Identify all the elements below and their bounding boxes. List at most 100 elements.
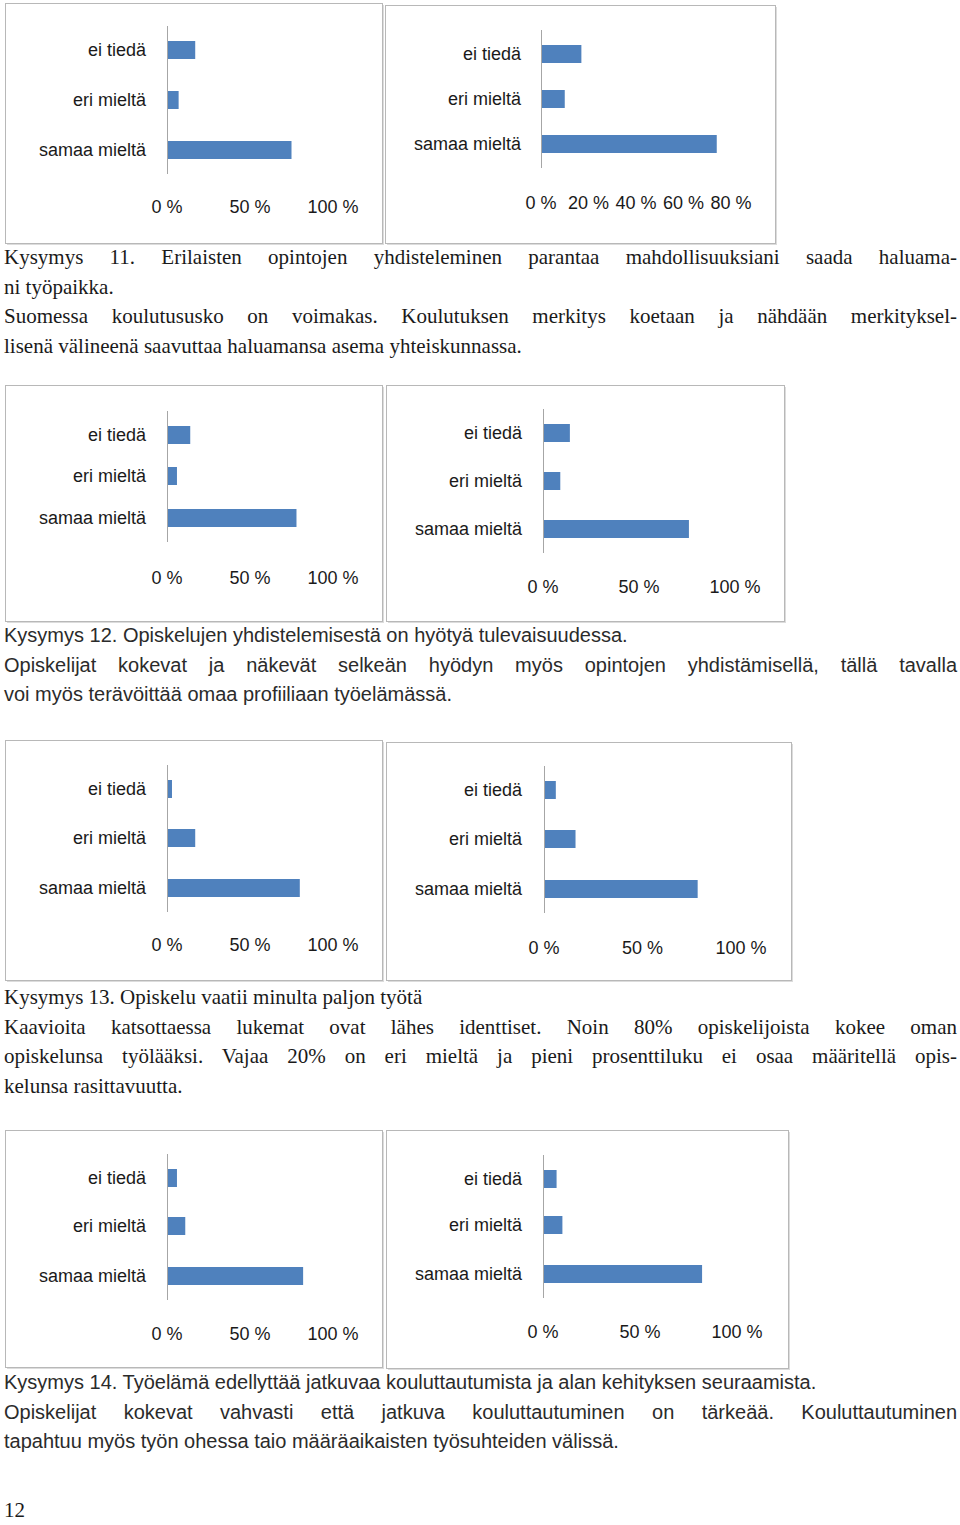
axis-line bbox=[543, 409, 544, 553]
tick-label: 100 % bbox=[307, 935, 358, 955]
tick-label: 50 % bbox=[622, 938, 663, 958]
chart: ei tiedä eri mieltä samaa mieltä 0 % 20 % 40 … bbox=[386, 6, 778, 246]
chart-frame bbox=[6, 741, 383, 981]
chart-frame bbox=[387, 1131, 789, 1369]
bars bbox=[543, 1170, 702, 1283]
tick-label: 20 % bbox=[568, 193, 609, 213]
bar bbox=[167, 509, 296, 527]
category-label: ei tiedä bbox=[88, 425, 147, 445]
tick-label: 40 % bbox=[615, 193, 656, 213]
text-line: Suomessa koulutususko on voimakas. Koulu… bbox=[4, 304, 957, 329]
bars bbox=[541, 45, 717, 153]
bar bbox=[544, 880, 698, 898]
bars bbox=[167, 426, 296, 527]
category-label: ei tiedä bbox=[88, 1168, 147, 1188]
text-line: lisenä välineenä saavuttaa haluamansa as… bbox=[4, 334, 957, 359]
category-label: ei tiedä bbox=[464, 423, 523, 443]
bar bbox=[543, 424, 570, 442]
tick-label: 0 % bbox=[527, 577, 558, 597]
chart: ei tiedäeri mieltäsamaa mieltä0 %50 %100… bbox=[6, 741, 385, 983]
text-line: voi myös terävöittää omaa profiiliaan ty… bbox=[4, 683, 957, 706]
text-line: kelunsa rasittavuutta. bbox=[4, 1074, 957, 1099]
tick-label: 100 % bbox=[307, 197, 358, 217]
axis-line bbox=[543, 1155, 544, 1298]
axis-line bbox=[167, 1154, 168, 1300]
bar bbox=[167, 141, 292, 159]
bar bbox=[541, 90, 565, 108]
bar bbox=[541, 45, 581, 63]
chart-frame bbox=[387, 743, 792, 981]
bar bbox=[167, 91, 179, 109]
tick-label: 100 % bbox=[307, 1324, 358, 1344]
tick-label: 0 % bbox=[151, 568, 182, 588]
bar bbox=[543, 472, 560, 490]
axis-line bbox=[544, 766, 545, 913]
category-label: eri mieltä bbox=[449, 829, 523, 849]
category-label: samaa mieltä bbox=[415, 1264, 523, 1284]
chart-frame bbox=[6, 4, 383, 244]
axis-line bbox=[541, 30, 542, 168]
text-line: Kysymys 11. Erilaisten opintojen yhdiste… bbox=[4, 245, 957, 270]
tick-label: 0 % bbox=[527, 1322, 558, 1342]
category-label: eri mieltä bbox=[73, 90, 147, 110]
category-label: eri mieltä bbox=[449, 1215, 523, 1235]
tick-label: 50 % bbox=[229, 1324, 270, 1344]
text-line: Opiskelijat kokevat ja näkevät selkeän h… bbox=[4, 654, 957, 677]
category-label: eri mieltä bbox=[449, 471, 523, 491]
chart: ei tiedäeri mieltäsamaa mieltä0 %50 %100… bbox=[387, 1131, 791, 1371]
tick-label: 100 % bbox=[711, 1322, 762, 1342]
axis-line bbox=[167, 411, 168, 542]
bar bbox=[543, 1216, 562, 1234]
tick-label: 50 % bbox=[229, 935, 270, 955]
category-label: samaa mieltä bbox=[39, 508, 147, 528]
bar bbox=[167, 41, 195, 59]
category-label: eri mieltä bbox=[73, 466, 147, 486]
tick-label: 100 % bbox=[709, 577, 760, 597]
text-line: Opiskelijat kokevat vahvasti että jatkuv… bbox=[4, 1401, 957, 1424]
category-label: samaa mieltä bbox=[39, 140, 147, 160]
category-label: samaa mieltä bbox=[39, 878, 147, 898]
page-charts: ei tiedä eri mieltä samaa mieltä 0 % 50 % 100… bbox=[0, 0, 960, 1525]
category-label: ei tiedä bbox=[88, 40, 147, 60]
page-number: 12 bbox=[4, 1498, 957, 1523]
bar bbox=[167, 1217, 185, 1235]
bar bbox=[544, 830, 576, 848]
chart-frame bbox=[6, 386, 383, 622]
text-line: tapahtuu myös työn ohessa taio määräaika… bbox=[4, 1430, 957, 1453]
bar bbox=[167, 829, 195, 847]
tick-label: 50 % bbox=[229, 197, 270, 217]
category-label: ei tiedä bbox=[464, 1169, 523, 1189]
bars bbox=[167, 41, 292, 159]
category-label: ei tiedä bbox=[88, 779, 147, 799]
category-label: samaa mieltä bbox=[415, 519, 523, 539]
bar bbox=[167, 426, 190, 444]
bar bbox=[541, 135, 717, 153]
tick-label: 0 % bbox=[151, 197, 182, 217]
bar bbox=[543, 1170, 557, 1188]
bars bbox=[544, 781, 698, 898]
category-label: samaa mieltä bbox=[414, 134, 522, 154]
chart-frame bbox=[386, 6, 776, 244]
category-label: eri mieltä bbox=[73, 828, 147, 848]
tick-label: 80 % bbox=[710, 193, 751, 213]
bar bbox=[167, 1267, 303, 1285]
bars bbox=[167, 1169, 303, 1285]
chart: ei tiedäeri mieltäsamaa mieltä0 %50 %100… bbox=[6, 1131, 385, 1370]
category-label: ei tiedä bbox=[463, 44, 522, 64]
text-line: Kysymys 14. Työelämä edellyttää jatkuvaa… bbox=[4, 1371, 957, 1394]
tick-label: 60 % bbox=[663, 193, 704, 213]
bar bbox=[167, 879, 300, 897]
chart: ei tiedä eri mieltä samaa mieltä 0 % 50 % 100… bbox=[6, 4, 385, 246]
category-label: eri mieltä bbox=[448, 89, 522, 109]
category-label: samaa mieltä bbox=[415, 879, 523, 899]
bar bbox=[543, 1265, 702, 1283]
bars bbox=[543, 424, 689, 538]
axis-line bbox=[167, 26, 168, 174]
chart: ei tiedäeri mieltäsamaa mieltä0 %50 %100… bbox=[6, 386, 385, 624]
chart-frame bbox=[6, 1131, 383, 1368]
chart: ei tiedäeri mieltäsamaa mieltä0 %50 %100… bbox=[387, 386, 787, 624]
category-label: ei tiedä bbox=[464, 780, 523, 800]
text-line: ni työpaikka. bbox=[4, 275, 957, 300]
tick-label: 0 % bbox=[528, 938, 559, 958]
tick-label: 0 % bbox=[525, 193, 556, 213]
